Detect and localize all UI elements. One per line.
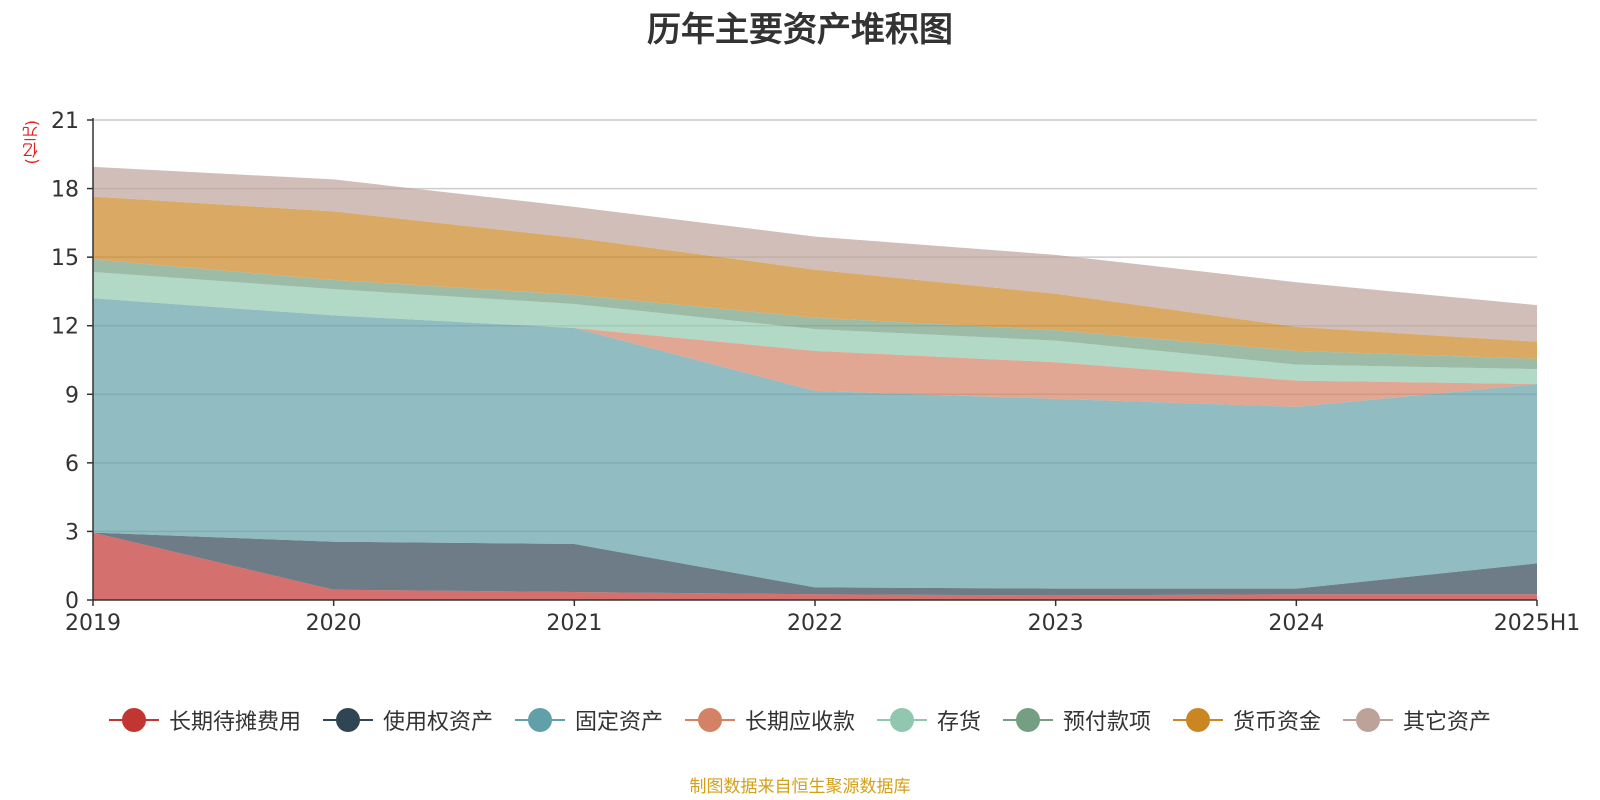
chart-title: 历年主要资产堆积图	[647, 10, 953, 50]
y-tick-label: 6	[65, 452, 79, 477]
x-tick-label: 2025H1	[1494, 611, 1581, 636]
y-tick-label: 18	[51, 178, 79, 203]
data-source-footer: 制图数据来自恒生聚源数据库	[689, 777, 911, 797]
legend-label: 其它资产	[1403, 710, 1492, 735]
area-series-3	[93, 298, 1537, 589]
legend-marker-icon	[514, 708, 565, 732]
area-series-4	[93, 298, 1537, 407]
legend-item[interactable]: 预付款项	[1003, 704, 1151, 736]
legend-marker-icon	[108, 708, 159, 732]
y-tick-label: 12	[51, 315, 79, 340]
legend-marker-icon	[877, 708, 927, 732]
legend-marker-icon	[684, 708, 735, 732]
y-tick-label: 21	[51, 109, 79, 134]
x-tick-label: 2024	[1268, 611, 1324, 636]
x-tick-label: 2023	[1028, 611, 1084, 636]
x-tick-label: 2020	[306, 611, 362, 636]
legend-label: 固定资产	[574, 710, 663, 735]
legend-label: 货币资金	[1233, 710, 1322, 735]
y-tick-label: 0	[65, 589, 79, 614]
area-series-1	[93, 532, 1537, 600]
legend-label: 使用权资产	[382, 710, 493, 735]
legend-item[interactable]: 存货	[877, 704, 981, 736]
legend-item[interactable]: 长期待摊费用	[108, 704, 301, 736]
area-series-8	[93, 166, 1537, 342]
area-series-6	[93, 259, 1537, 370]
legend-item[interactable]: 货币资金	[1173, 704, 1321, 736]
stacked-area-chart: 0 3 6 9 12 15 18 21 2019 2020 2021 2022 2023 2024 2025…	[51, 109, 1581, 636]
y-tick-label: 3	[65, 520, 79, 545]
legend-item[interactable]: 使用权资产	[322, 704, 493, 736]
y-tick-label: 15	[51, 246, 79, 271]
legend-item[interactable]: 其它资产	[1343, 704, 1491, 736]
legend-marker-icon	[1343, 708, 1394, 732]
legend-label: 长期应收款	[744, 710, 855, 735]
legend-item[interactable]: 固定资产	[514, 704, 663, 736]
chart-legend: 长期待摊费用 使用权资产 固定资产 长期应收款 存货 预付款项 货币资金 其它资产	[0, 700, 1600, 740]
legend-label: 存货	[937, 710, 982, 735]
legend-item[interactable]: 长期应收款	[684, 704, 855, 736]
area-series-5	[93, 272, 1537, 384]
x-tick-label: 2021	[546, 611, 602, 636]
legend-label: 预付款项	[1063, 710, 1152, 735]
x-tick-label: 2022	[787, 611, 843, 636]
area-series-7	[93, 196, 1537, 359]
x-tick-label: 2019	[65, 611, 121, 636]
legend-marker-icon	[322, 708, 373, 732]
y-tick-label: 9	[65, 383, 79, 408]
legend-label: 长期待摊费用	[168, 710, 301, 735]
legend-marker-icon	[1173, 708, 1224, 732]
area-series-2	[93, 532, 1537, 596]
legend-marker-icon	[1003, 708, 1054, 732]
